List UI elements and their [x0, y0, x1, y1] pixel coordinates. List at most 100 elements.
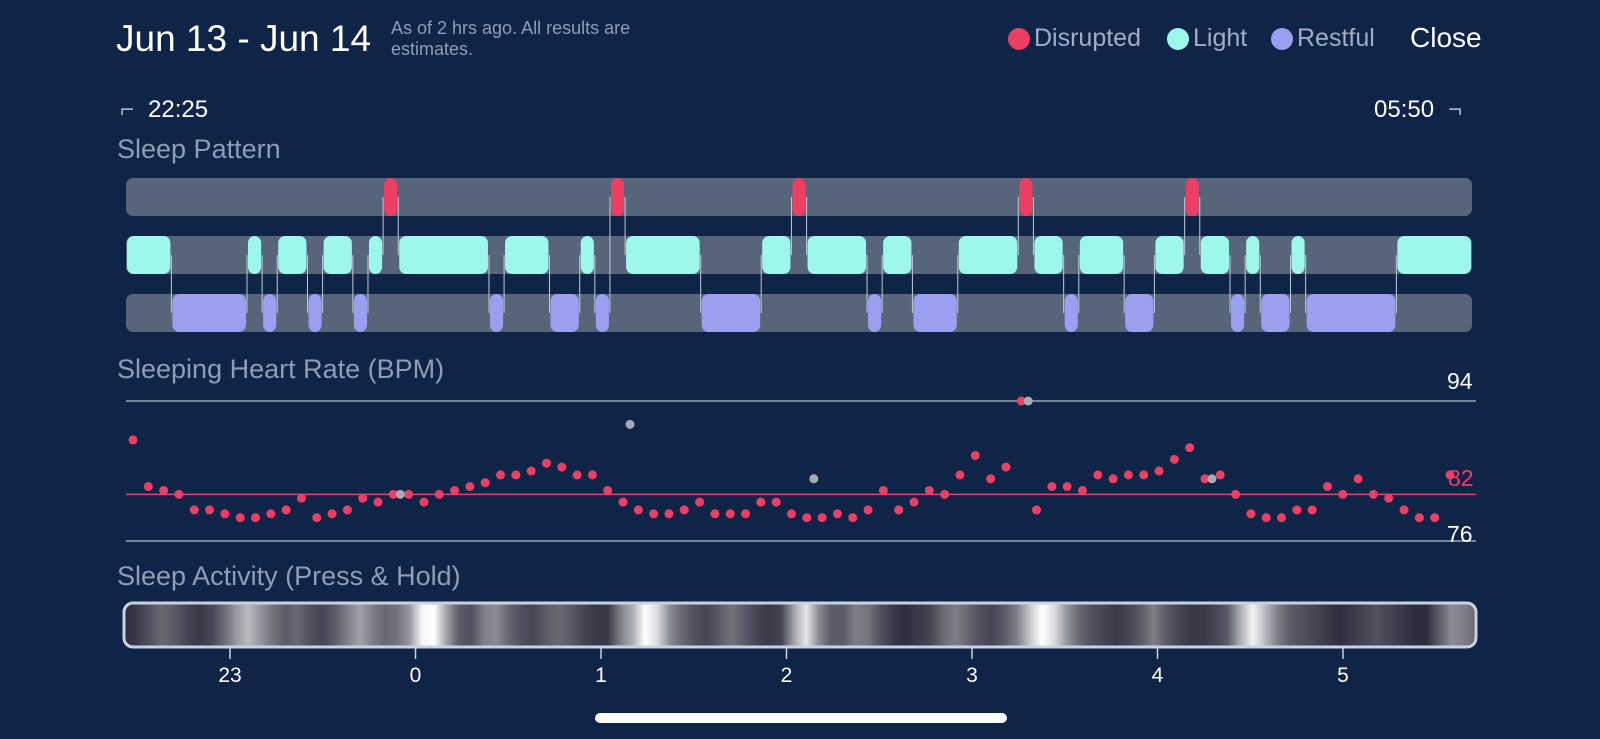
segment-light — [1397, 236, 1471, 274]
segment-disrupted — [1185, 178, 1199, 216]
bracket-right-icon: ¬ — [1448, 96, 1463, 123]
segment-light — [1079, 236, 1124, 274]
segment-light — [505, 236, 549, 274]
segment-disrupted — [792, 178, 806, 216]
segment-disrupted — [610, 178, 625, 216]
hr-point — [894, 505, 904, 515]
hr-point — [342, 505, 352, 515]
hr-point — [832, 509, 842, 519]
hr-point — [174, 489, 184, 499]
range-end-time: 05:50 — [1374, 96, 1435, 123]
hr-point — [771, 497, 781, 507]
hr-point — [1139, 470, 1149, 480]
hr-outlier-point — [1023, 396, 1033, 406]
hr-point — [909, 497, 919, 507]
hr-point — [189, 505, 199, 515]
segment-restful — [1064, 294, 1078, 332]
axis-tick-label: 2 — [780, 664, 793, 687]
home-indicator[interactable] — [595, 713, 1007, 723]
disrupted-dot-icon — [1008, 27, 1030, 50]
segment-disrupted — [384, 178, 398, 216]
hr-point — [1062, 482, 1072, 492]
axis-tick-label: 3 — [966, 664, 978, 687]
hr-point — [1200, 474, 1210, 484]
hr-point — [1368, 489, 1378, 499]
hr-point — [695, 497, 705, 507]
segment-light — [278, 236, 307, 274]
hr-point — [1123, 470, 1133, 480]
hr-point — [1307, 505, 1317, 515]
light-dot-icon — [1167, 27, 1189, 50]
segment-restful — [1306, 294, 1396, 332]
sleep-activity-title: Sleep Activity (Press & Hold) — [117, 561, 461, 591]
hr-point — [802, 513, 812, 523]
close-button[interactable]: Close — [1410, 22, 1482, 53]
estimate-disclaimer: As of 2 hrs ago. All results are estimat… — [391, 18, 631, 59]
hr-point — [664, 509, 674, 519]
hr-point — [1338, 489, 1348, 499]
hr-point — [1154, 466, 1164, 476]
sleep-pattern-chart — [126, 178, 1472, 332]
hr-point — [1169, 454, 1179, 464]
hr-point — [266, 509, 276, 519]
hr-point — [863, 505, 873, 515]
hr-point — [205, 505, 215, 515]
hr-point — [541, 458, 551, 468]
hr-point — [450, 485, 460, 495]
hr-point — [419, 497, 429, 507]
segment-restful — [263, 294, 277, 332]
segment-disrupted — [1019, 178, 1033, 216]
hr-point — [296, 493, 306, 503]
hr-point — [1001, 462, 1011, 472]
restful-dot-icon — [1271, 27, 1293, 50]
legend-label: Light — [1193, 24, 1248, 52]
hr-point — [1261, 513, 1271, 523]
hr-point — [327, 509, 337, 519]
hr-point — [878, 485, 888, 495]
hr-point — [1016, 396, 1026, 406]
date-range-title: Jun 13 - Jun 14 — [116, 18, 372, 59]
hr-point — [1108, 474, 1118, 484]
segment-restful — [595, 294, 609, 332]
hr-point — [358, 493, 368, 503]
segment-restful — [913, 294, 957, 332]
heart-rate-title: Sleeping Heart Rate (BPM) — [117, 354, 445, 384]
legend-label: Restful — [1297, 24, 1375, 52]
sleep-activity-bar[interactable] — [0, 0, 1600, 660]
hr-point — [496, 470, 506, 480]
segment-light — [807, 236, 867, 274]
hr-point — [1399, 505, 1409, 515]
hr-point — [1047, 482, 1057, 492]
hr-point — [787, 509, 796, 519]
hr-outlier-point — [625, 419, 635, 429]
segment-restful — [1261, 294, 1290, 332]
hr-point — [1231, 489, 1241, 499]
segment-light — [247, 236, 262, 274]
hr-point — [434, 489, 444, 499]
hr-point — [1430, 513, 1440, 523]
hr-point — [143, 482, 153, 492]
hr-outlier-point — [1207, 474, 1217, 484]
legend-disrupted: Disrupted — [1008, 24, 1141, 53]
segment-light — [1034, 236, 1063, 274]
segment-light — [1246, 236, 1260, 274]
axis-tick-label: 4 — [1151, 664, 1164, 687]
segment-light — [1155, 236, 1184, 274]
segment-light — [1291, 236, 1305, 274]
segment-light — [626, 236, 700, 274]
segment-restful — [1125, 294, 1154, 332]
segment-light — [1200, 236, 1230, 274]
segment-restful — [172, 294, 246, 332]
hr-point — [1384, 493, 1394, 503]
axis-tick-label: 1 — [595, 664, 607, 687]
segment-restful — [701, 294, 761, 332]
hr-point — [1215, 470, 1225, 480]
hr-point — [511, 470, 521, 480]
hr-point — [1353, 474, 1363, 484]
legend-label: Disrupted — [1034, 24, 1141, 52]
segment-light — [958, 236, 1018, 274]
segment-restful — [550, 294, 579, 332]
hr-point — [1414, 513, 1424, 523]
hr-point — [312, 513, 322, 523]
hr-point — [1093, 470, 1103, 480]
